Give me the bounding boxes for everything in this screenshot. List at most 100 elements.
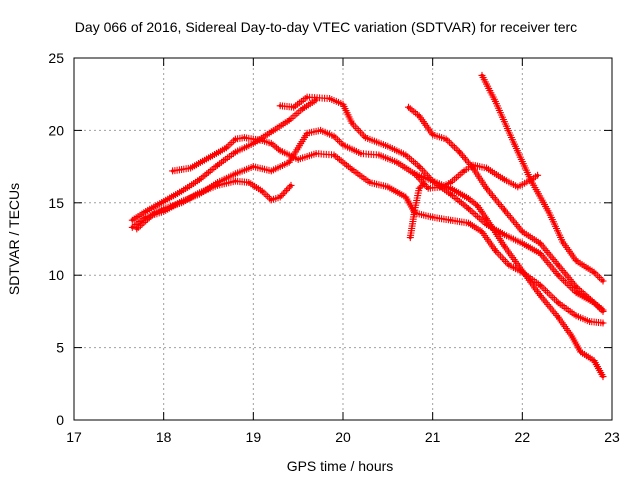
data-point	[305, 131, 309, 135]
data-point	[386, 144, 390, 148]
data-point	[278, 195, 282, 199]
data-point	[269, 198, 273, 202]
data-point	[601, 279, 605, 283]
data-point	[471, 163, 475, 167]
data-point	[318, 128, 323, 132]
data-point	[520, 241, 524, 245]
x-tick-label: 19	[246, 429, 262, 445]
series-track-5	[276, 93, 607, 381]
data-point	[404, 195, 408, 199]
data-point	[350, 121, 354, 125]
x-tick-label: 21	[425, 429, 441, 445]
data-point	[130, 218, 134, 222]
data-point	[406, 105, 411, 109]
data-point	[224, 146, 229, 150]
data-point	[269, 141, 273, 146]
data-point	[426, 186, 430, 190]
data-point	[556, 315, 560, 319]
data-point	[260, 189, 264, 193]
data-point	[233, 137, 237, 141]
data-point	[395, 160, 399, 164]
grid	[74, 58, 612, 420]
data-point	[162, 206, 166, 211]
data-point	[289, 183, 293, 188]
data-point	[269, 130, 273, 134]
data-point	[206, 156, 211, 160]
data-point	[305, 95, 309, 99]
data-point	[215, 163, 220, 167]
data-point	[233, 179, 237, 183]
data-point	[377, 153, 381, 157]
y-tick-label: 5	[56, 340, 64, 356]
y-axis-label: SDTVAR / TECUs	[6, 183, 22, 295]
data-point	[417, 165, 421, 169]
data-point	[188, 166, 193, 170]
data-point	[287, 160, 291, 164]
data-point	[601, 308, 605, 312]
x-tick-label: 23	[604, 429, 620, 445]
data-point	[171, 169, 175, 173]
data-point	[520, 269, 524, 273]
data-point	[251, 141, 255, 146]
data-point	[413, 208, 417, 212]
data-point	[507, 263, 511, 267]
data-point	[547, 211, 551, 215]
plot-frame	[73, 57, 613, 421]
data-point	[529, 179, 533, 183]
data-point	[278, 104, 282, 108]
x-tick-label: 17	[66, 429, 82, 445]
data-point	[561, 240, 565, 244]
series-track-8	[478, 71, 607, 285]
x-tick-label: 20	[335, 429, 351, 445]
data-point	[457, 150, 462, 154]
data-point	[301, 107, 305, 111]
data-point	[592, 359, 596, 363]
data-point	[502, 178, 506, 182]
data-point	[570, 334, 574, 338]
data-point	[592, 301, 596, 305]
data-point	[363, 136, 368, 140]
series-track-7	[411, 161, 542, 192]
data-point	[601, 321, 605, 325]
data-point	[556, 301, 560, 305]
data-point	[556, 273, 560, 277]
x-tick-label: 18	[156, 429, 172, 445]
y-tick-label: 10	[48, 267, 64, 283]
data-point	[480, 230, 484, 234]
data-point	[574, 314, 578, 318]
data-point	[292, 105, 296, 109]
data-point	[135, 227, 139, 231]
data-point	[538, 241, 542, 245]
data-point	[287, 118, 291, 122]
data-point	[475, 204, 480, 208]
data-point	[296, 157, 300, 161]
data-point	[197, 191, 202, 195]
data-point	[332, 153, 336, 157]
data-point	[462, 169, 466, 173]
data-point	[386, 185, 390, 189]
data-point	[368, 180, 372, 185]
data-point	[520, 230, 524, 234]
data-point	[538, 251, 542, 256]
data-point	[535, 173, 540, 177]
y-tick-label: 20	[48, 122, 64, 138]
data-point	[341, 102, 345, 106]
data-point	[233, 172, 237, 176]
data-point	[574, 290, 578, 295]
data-point	[153, 211, 157, 215]
y-tick-label: 0	[56, 412, 64, 428]
data-point	[484, 166, 489, 170]
data-point	[601, 374, 605, 379]
chart-title: Day 066 of 2016, Sidereal Day-to-day VTE…	[75, 19, 577, 35]
x-axis-label: GPS time / hours	[287, 458, 394, 474]
data-point	[587, 319, 592, 324]
data-point	[260, 138, 264, 143]
data-point	[493, 248, 498, 253]
data-point	[444, 137, 448, 141]
data-point	[574, 285, 578, 289]
data-point	[449, 192, 453, 196]
data-point	[278, 149, 282, 153]
data-point	[144, 209, 148, 214]
